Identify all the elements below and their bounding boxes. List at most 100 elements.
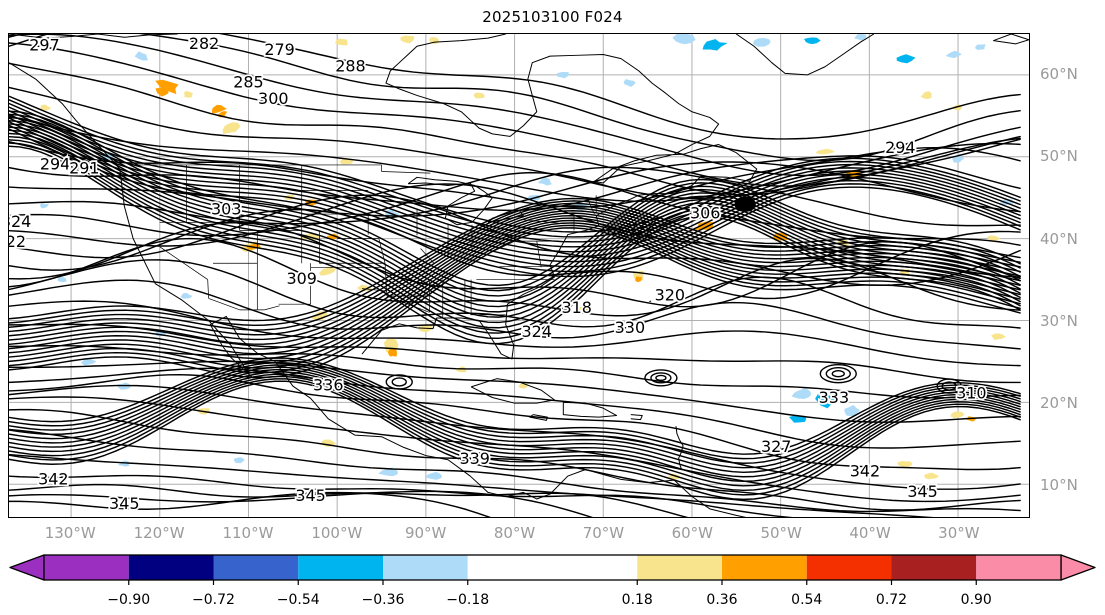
lon-tick-label: 130°W [44, 524, 96, 542]
colorbar-tick-label: −0.90 [107, 592, 151, 608]
colorbar-tick-label: −0.18 [446, 592, 490, 608]
contour-label: 318 [561, 298, 591, 317]
contour-label: 306 [690, 204, 720, 223]
colorbar-segment [44, 555, 129, 580]
contour-line [9, 344, 1021, 399]
contour-label: 282 [189, 34, 219, 53]
lon-tick-label: 40°W [849, 524, 891, 542]
contour-line-jet [9, 368, 1021, 478]
border-line [264, 305, 280, 311]
colorbar-segment [383, 555, 468, 580]
closed-contour [936, 378, 962, 394]
contour-line-jet [9, 117, 1021, 263]
lon-tick-label: 90°W [404, 524, 447, 542]
contour-line-jet [9, 113, 1021, 292]
anomaly-patch [180, 293, 193, 299]
colorbar-canvas [9, 554, 1096, 585]
closed-contour [819, 364, 857, 384]
contour-line-jet [9, 207, 1021, 341]
contour-label: 339 [459, 449, 489, 468]
border-line [207, 279, 209, 299]
anomaly-patch [134, 51, 149, 61]
anomaly-patch [233, 457, 245, 464]
anomaly-patch [425, 471, 443, 480]
contour-line-jet [9, 135, 1021, 329]
anomaly-patch [623, 79, 636, 88]
contour-line [9, 490, 593, 517]
contour-label: 330 [615, 318, 645, 337]
contour-line [9, 183, 1021, 278]
anomaly-patch [672, 34, 696, 45]
contour-line-jet [9, 139, 1021, 334]
anomaly-patch [40, 104, 52, 111]
contour-line-jet [9, 120, 1021, 302]
contour-line-jet [9, 373, 1021, 487]
colorbar: −0.90 −0.72 −0.54 −0.36 −0.18 0.18 0.36 0.54 0.7… [0, 552, 1105, 615]
lon-tick-label: 70°W [582, 524, 625, 542]
anomaly-patch [896, 54, 916, 64]
closed-contour [391, 377, 407, 387]
border-line [159, 246, 208, 280]
anomaly-patch [155, 79, 179, 95]
contour-line-jet [9, 217, 1021, 360]
contour-line-jet [9, 99, 1021, 238]
contour-label: 324 [522, 322, 552, 341]
colorbar-segment [467, 555, 638, 580]
lat-tick-label: 10°N [1040, 476, 1078, 495]
anomaly-patch [581, 307, 591, 313]
lat-tick-label: 40°N [1040, 229, 1078, 248]
contour-line [9, 483, 689, 517]
contour-line-jet [9, 95, 1021, 233]
anomaly-patch [924, 472, 940, 480]
contour-label: 297 [29, 36, 59, 55]
anomaly-patch [791, 387, 812, 399]
closed-contour [831, 370, 845, 378]
lat-tick-label: 20°N [1040, 393, 1078, 412]
lon-tick-label: 50°W [760, 524, 802, 542]
contour-line-jet [9, 375, 1021, 492]
contour-line-jet [9, 212, 1021, 350]
colorbar-over-arrow [1060, 554, 1096, 581]
coastline [630, 414, 643, 421]
contour-line [9, 408, 1021, 511]
lon-tick-label: 110°W [222, 524, 274, 542]
contour-line-jet [9, 123, 1021, 308]
contour-line [9, 323, 1021, 384]
anomaly-patch [854, 34, 867, 41]
colorbar-segment [722, 555, 807, 580]
anomaly-patch [318, 267, 336, 276]
contour-line-jet [9, 145, 1021, 345]
contour-line [9, 166, 1021, 227]
contour-label: 309 [286, 269, 316, 288]
anomaly-patch [184, 90, 194, 98]
contour-line [9, 194, 1021, 286]
anomaly-patch [556, 71, 570, 79]
contour-line-jet [9, 366, 1021, 474]
lon-tick-label: 30°W [938, 524, 980, 542]
colorbar-tick-label: 0.54 [791, 592, 823, 608]
map-canvas: 2972942913243222822852792882943003033093… [9, 34, 1029, 517]
contour-label: 288 [335, 56, 365, 75]
contour-line [9, 491, 491, 517]
contour-line [9, 300, 1021, 367]
contour-label: 279 [264, 40, 294, 59]
contour-line-jet [9, 110, 1021, 253]
contour-label: 345 [907, 482, 937, 501]
anomaly-patch [211, 104, 227, 114]
lon-tick-label: 60°W [671, 524, 713, 542]
contour-line-jet [9, 362, 1021, 464]
contour-line-jet [9, 214, 1021, 355]
closed-contour [385, 374, 413, 390]
colorbar-tick-label: −0.36 [361, 592, 405, 608]
colorbar-segment [976, 555, 1061, 580]
page-title: 2025103100 F024 [482, 8, 623, 26]
contour-line-jet [9, 210, 1021, 345]
contour-line-jet [9, 116, 1021, 297]
closed-contour [941, 381, 957, 391]
lat-tick-label: 30°N [1040, 311, 1078, 330]
contour-line [9, 34, 1021, 140]
anomaly-patch [815, 148, 836, 155]
contour-line-jet [9, 128, 1021, 278]
contour-line-jet [9, 222, 1021, 369]
closed-contour [734, 196, 756, 212]
